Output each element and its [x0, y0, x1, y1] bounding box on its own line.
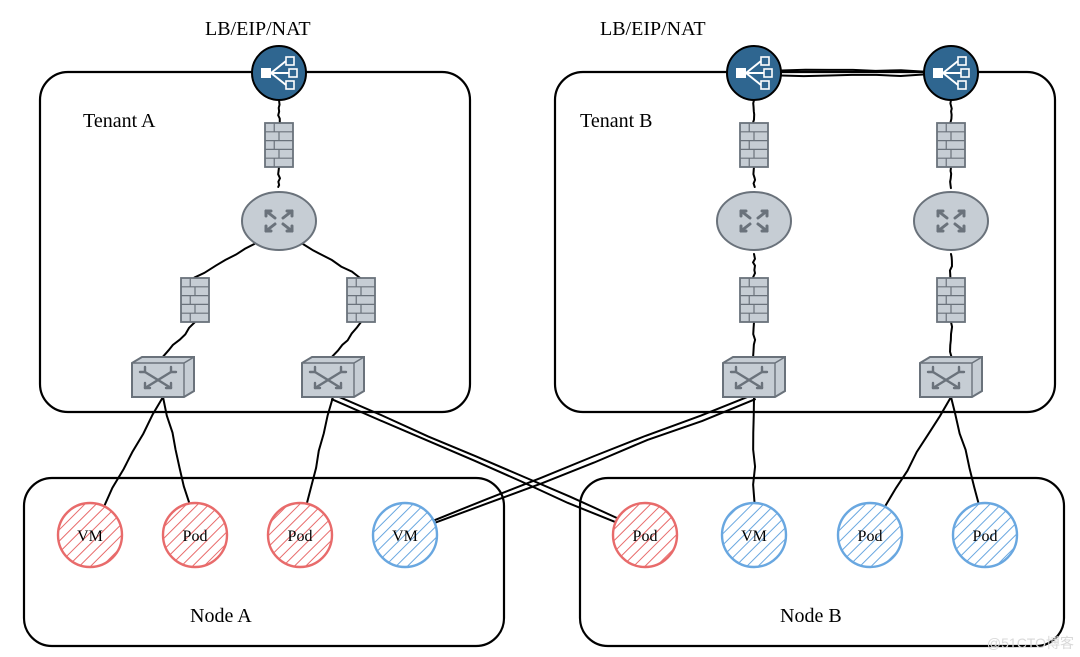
svg-text:VM: VM [77, 528, 103, 545]
title-a-label: LB/EIP/NAT [205, 18, 311, 41]
svg-text:Pod: Pod [288, 528, 313, 545]
watermark: @51CTO博客 [987, 633, 1074, 653]
svg-text:Pod: Pod [973, 528, 998, 545]
svg-text:VM: VM [392, 528, 418, 545]
diagram-canvas: VM Pod Pod VM Pod VM Pod Pod [0, 0, 1080, 657]
svg-text:VM: VM [741, 528, 767, 545]
title-b-label: LB/EIP/NAT [600, 18, 706, 41]
svg-text:Pod: Pod [183, 528, 208, 545]
svg-text:Pod: Pod [633, 528, 658, 545]
tenant-a-label: Tenant A [83, 110, 155, 133]
node-a-label: Node A [190, 605, 252, 628]
tenant-b-label: Tenant B [580, 110, 652, 133]
node-b-label: Node B [780, 605, 842, 628]
svg-text:Pod: Pod [858, 528, 883, 545]
